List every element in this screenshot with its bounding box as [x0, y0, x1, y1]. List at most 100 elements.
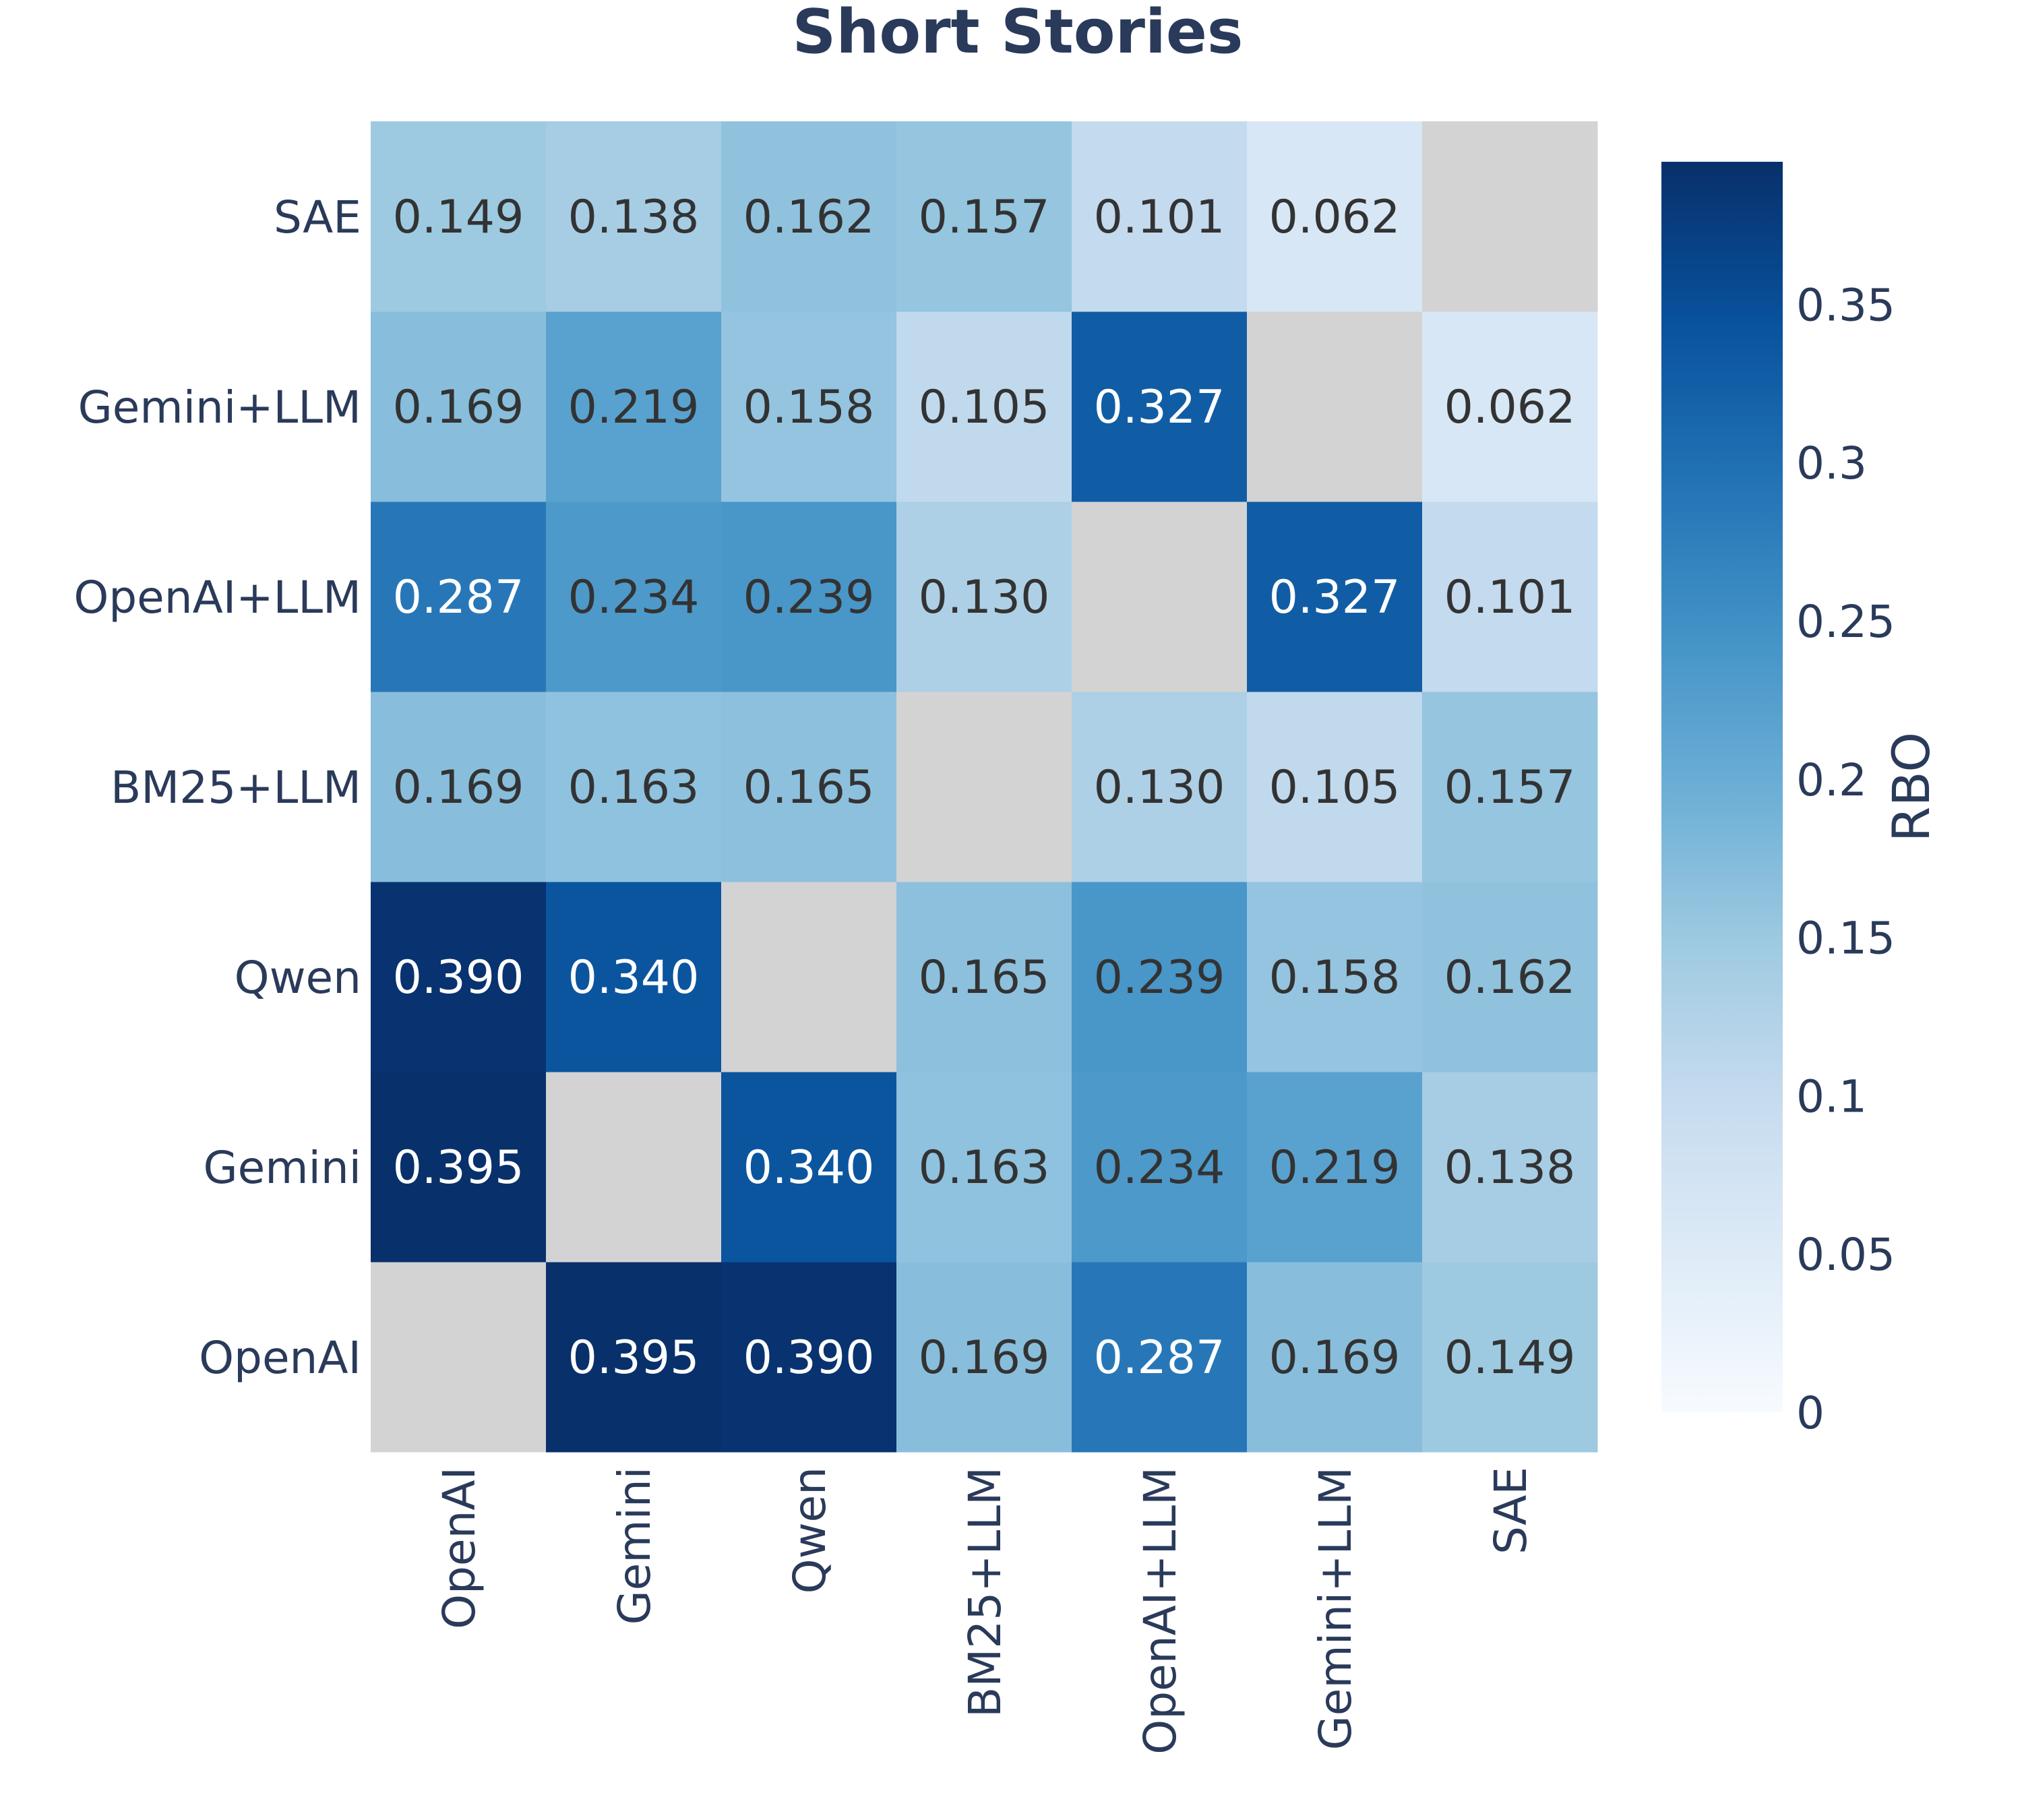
cell-qwen-gemini-plus-llm [1247, 882, 1423, 1072]
cell-openai-plus-llm-sae-label: 0.101 [1444, 571, 1576, 624]
cell-bm25-plus-llm-qwen [721, 692, 897, 882]
cell-openai-sae-label: 0.149 [1444, 1331, 1576, 1385]
cell-sae-gemini-plus-llm-label: 0.062 [1269, 191, 1401, 244]
heatmap-cells: 0.395 0.390 0.169 0.287 0.169 0.149 0.395 0.340… [371, 121, 1598, 1453]
cell-gemini-sae [1422, 1072, 1598, 1263]
colorbar-tick-label: 0.05 [1796, 1229, 1895, 1281]
cell-gemini-gemini-plus-llm-label: 0.219 [1269, 1141, 1401, 1194]
cell-gemini-qwen [721, 1072, 897, 1263]
y-axis-tick-labels: OpenAI Gemini Qwen BM25+LLM OpenAI+LLM Gemini… [73, 191, 361, 1384]
x-tick-qwen: Qwen [784, 1467, 836, 1594]
cell-qwen-gemini-plus-llm-label: 0.158 [1269, 951, 1401, 1004]
cell-bm25-plus-llm-openai-plus-llm [1072, 692, 1248, 882]
cell-gemini-gemini [546, 1072, 722, 1263]
cell-bm25-plus-llm-openai-label: 0.169 [393, 761, 524, 814]
cell-gemini-plus-llm-qwen-label: 0.158 [743, 381, 875, 434]
cell-openai-plus-llm-openai [371, 502, 547, 692]
cell-sae-openai-label: 0.149 [393, 191, 524, 244]
cell-openai-bm25-plus-llm [896, 1262, 1072, 1453]
cell-openai-qwen [721, 1262, 897, 1453]
cell-qwen-gemini [546, 882, 722, 1072]
cell-qwen-openai-plus-llm [1072, 882, 1248, 1072]
cell-sae-openai-plus-llm [1072, 121, 1248, 312]
cell-bm25-plus-llm-openai-plus-llm-label: 0.130 [1094, 761, 1225, 814]
colorbar-gradient [1661, 162, 1783, 1412]
y-tick-bm25-plus-llm: BM25+LLM [111, 762, 361, 814]
cell-qwen-bm25-plus-llm-label: 0.165 [919, 951, 1050, 1004]
cell-qwen-openai-plus-llm-label: 0.239 [1094, 951, 1225, 1004]
cell-gemini-plus-llm-bm25-plus-llm [896, 311, 1072, 502]
cell-openai-openai-plus-llm [1072, 1262, 1248, 1453]
y-tick-qwen: Qwen [235, 952, 361, 1004]
cell-bm25-plus-llm-bm25-plus-llm [896, 692, 1072, 882]
cell-gemini-plus-llm-openai-label: 0.169 [393, 381, 524, 434]
cell-openai-plus-llm-qwen [721, 502, 897, 692]
cell-openai-openai-plus-llm-label: 0.287 [1094, 1331, 1225, 1385]
cell-sae-openai-plus-llm-label: 0.101 [1094, 191, 1225, 244]
cell-gemini-plus-llm-bm25-plus-llm-label: 0.105 [919, 381, 1050, 434]
cell-openai-plus-llm-bm25-plus-llm [896, 502, 1072, 692]
cell-qwen-gemini-label: 0.340 [568, 951, 700, 1004]
cell-openai-plus-llm-gemini [546, 502, 722, 692]
cell-gemini-gemini-plus-llm [1247, 1072, 1423, 1263]
cell-openai-gemini-plus-llm-label: 0.169 [1269, 1331, 1401, 1385]
y-tick-sae: SAE [274, 191, 361, 243]
colorbar-tick-label: 0.2 [1796, 754, 1867, 806]
cell-gemini-openai-plus-llm [1072, 1072, 1248, 1263]
cell-openai-plus-llm-bm25-plus-llm-label: 0.130 [919, 571, 1050, 624]
colorbar-tick-label: 0.1 [1796, 1070, 1867, 1122]
cell-sae-bm25-plus-llm [896, 121, 1072, 312]
cell-openai-plus-llm-qwen-label: 0.239 [743, 571, 875, 624]
cell-bm25-plus-llm-gemini-label: 0.163 [568, 761, 700, 814]
cell-sae-gemini-plus-llm [1247, 121, 1423, 312]
chart-title: Short Stories [793, 0, 1244, 67]
cell-gemini-plus-llm-sae [1422, 311, 1598, 502]
cell-openai-plus-llm-openai-plus-llm [1072, 502, 1248, 692]
cell-gemini-plus-llm-openai-plus-llm [1072, 311, 1248, 502]
x-tick-sae: SAE [1485, 1467, 1537, 1554]
cell-gemini-openai-label: 0.395 [393, 1141, 524, 1194]
cell-bm25-plus-llm-gemini-plus-llm-label: 0.105 [1269, 761, 1401, 814]
cell-openai-plus-llm-openai-label: 0.287 [393, 571, 524, 624]
cell-qwen-openai-label: 0.390 [393, 951, 524, 1004]
cell-gemini-openai [371, 1072, 547, 1263]
cell-sae-gemini-label: 0.138 [568, 191, 700, 244]
y-tick-openai: OpenAI [199, 1332, 361, 1384]
colorbar-tick-label: 0.25 [1796, 596, 1895, 648]
cell-gemini-sae-label: 0.138 [1444, 1141, 1576, 1194]
cell-openai-gemini [546, 1262, 722, 1453]
cell-gemini-plus-llm-openai [371, 311, 547, 502]
cell-gemini-plus-llm-openai-plus-llm-label: 0.327 [1094, 381, 1225, 434]
cell-bm25-plus-llm-qwen-label: 0.165 [743, 761, 875, 814]
colorbar-tick-label: 0.15 [1796, 913, 1895, 965]
colorbar-tick-label: 0.35 [1796, 279, 1895, 331]
cell-gemini-qwen-label: 0.340 [743, 1141, 875, 1194]
cell-gemini-plus-llm-sae-label: 0.062 [1444, 381, 1576, 434]
cell-bm25-plus-llm-sae-label: 0.157 [1444, 761, 1576, 814]
cell-gemini-plus-llm-qwen [721, 311, 897, 502]
cell-openai-bm25-plus-llm-label: 0.169 [919, 1331, 1050, 1385]
cell-sae-bm25-plus-llm-label: 0.157 [919, 191, 1050, 244]
colorbar-tick-label: 0 [1796, 1387, 1825, 1439]
colorbar-tick-label: 0.3 [1796, 437, 1867, 489]
cell-qwen-qwen [721, 882, 897, 1072]
cell-qwen-sae [1422, 882, 1598, 1072]
cell-sae-gemini [546, 121, 722, 312]
x-tick-openai: OpenAI [433, 1467, 485, 1629]
cell-openai-openai [371, 1262, 547, 1453]
y-tick-openai-plus-llm: OpenAI+LLM [73, 572, 361, 624]
cell-qwen-bm25-plus-llm [896, 882, 1072, 1072]
cell-gemini-openai-plus-llm-label: 0.234 [1094, 1141, 1225, 1194]
colorbar-label: RBO [1881, 732, 1941, 842]
colorbar: 0 0.05 0.1 0.15 0.2 0.25 0.3 0.35 RBO [1661, 162, 1941, 1439]
cell-bm25-plus-llm-openai [371, 692, 547, 882]
cell-sae-sae [1422, 121, 1598, 312]
cell-bm25-plus-llm-gemini-plus-llm [1247, 692, 1423, 882]
cell-openai-plus-llm-gemini-plus-llm-label: 0.327 [1269, 571, 1401, 624]
x-tick-gemini: Gemini [609, 1467, 661, 1625]
cell-qwen-sae-label: 0.162 [1444, 951, 1576, 1004]
cell-openai-sae [1422, 1262, 1598, 1453]
cell-gemini-bm25-plus-llm-label: 0.163 [919, 1141, 1050, 1194]
cell-bm25-plus-llm-sae [1422, 692, 1598, 882]
